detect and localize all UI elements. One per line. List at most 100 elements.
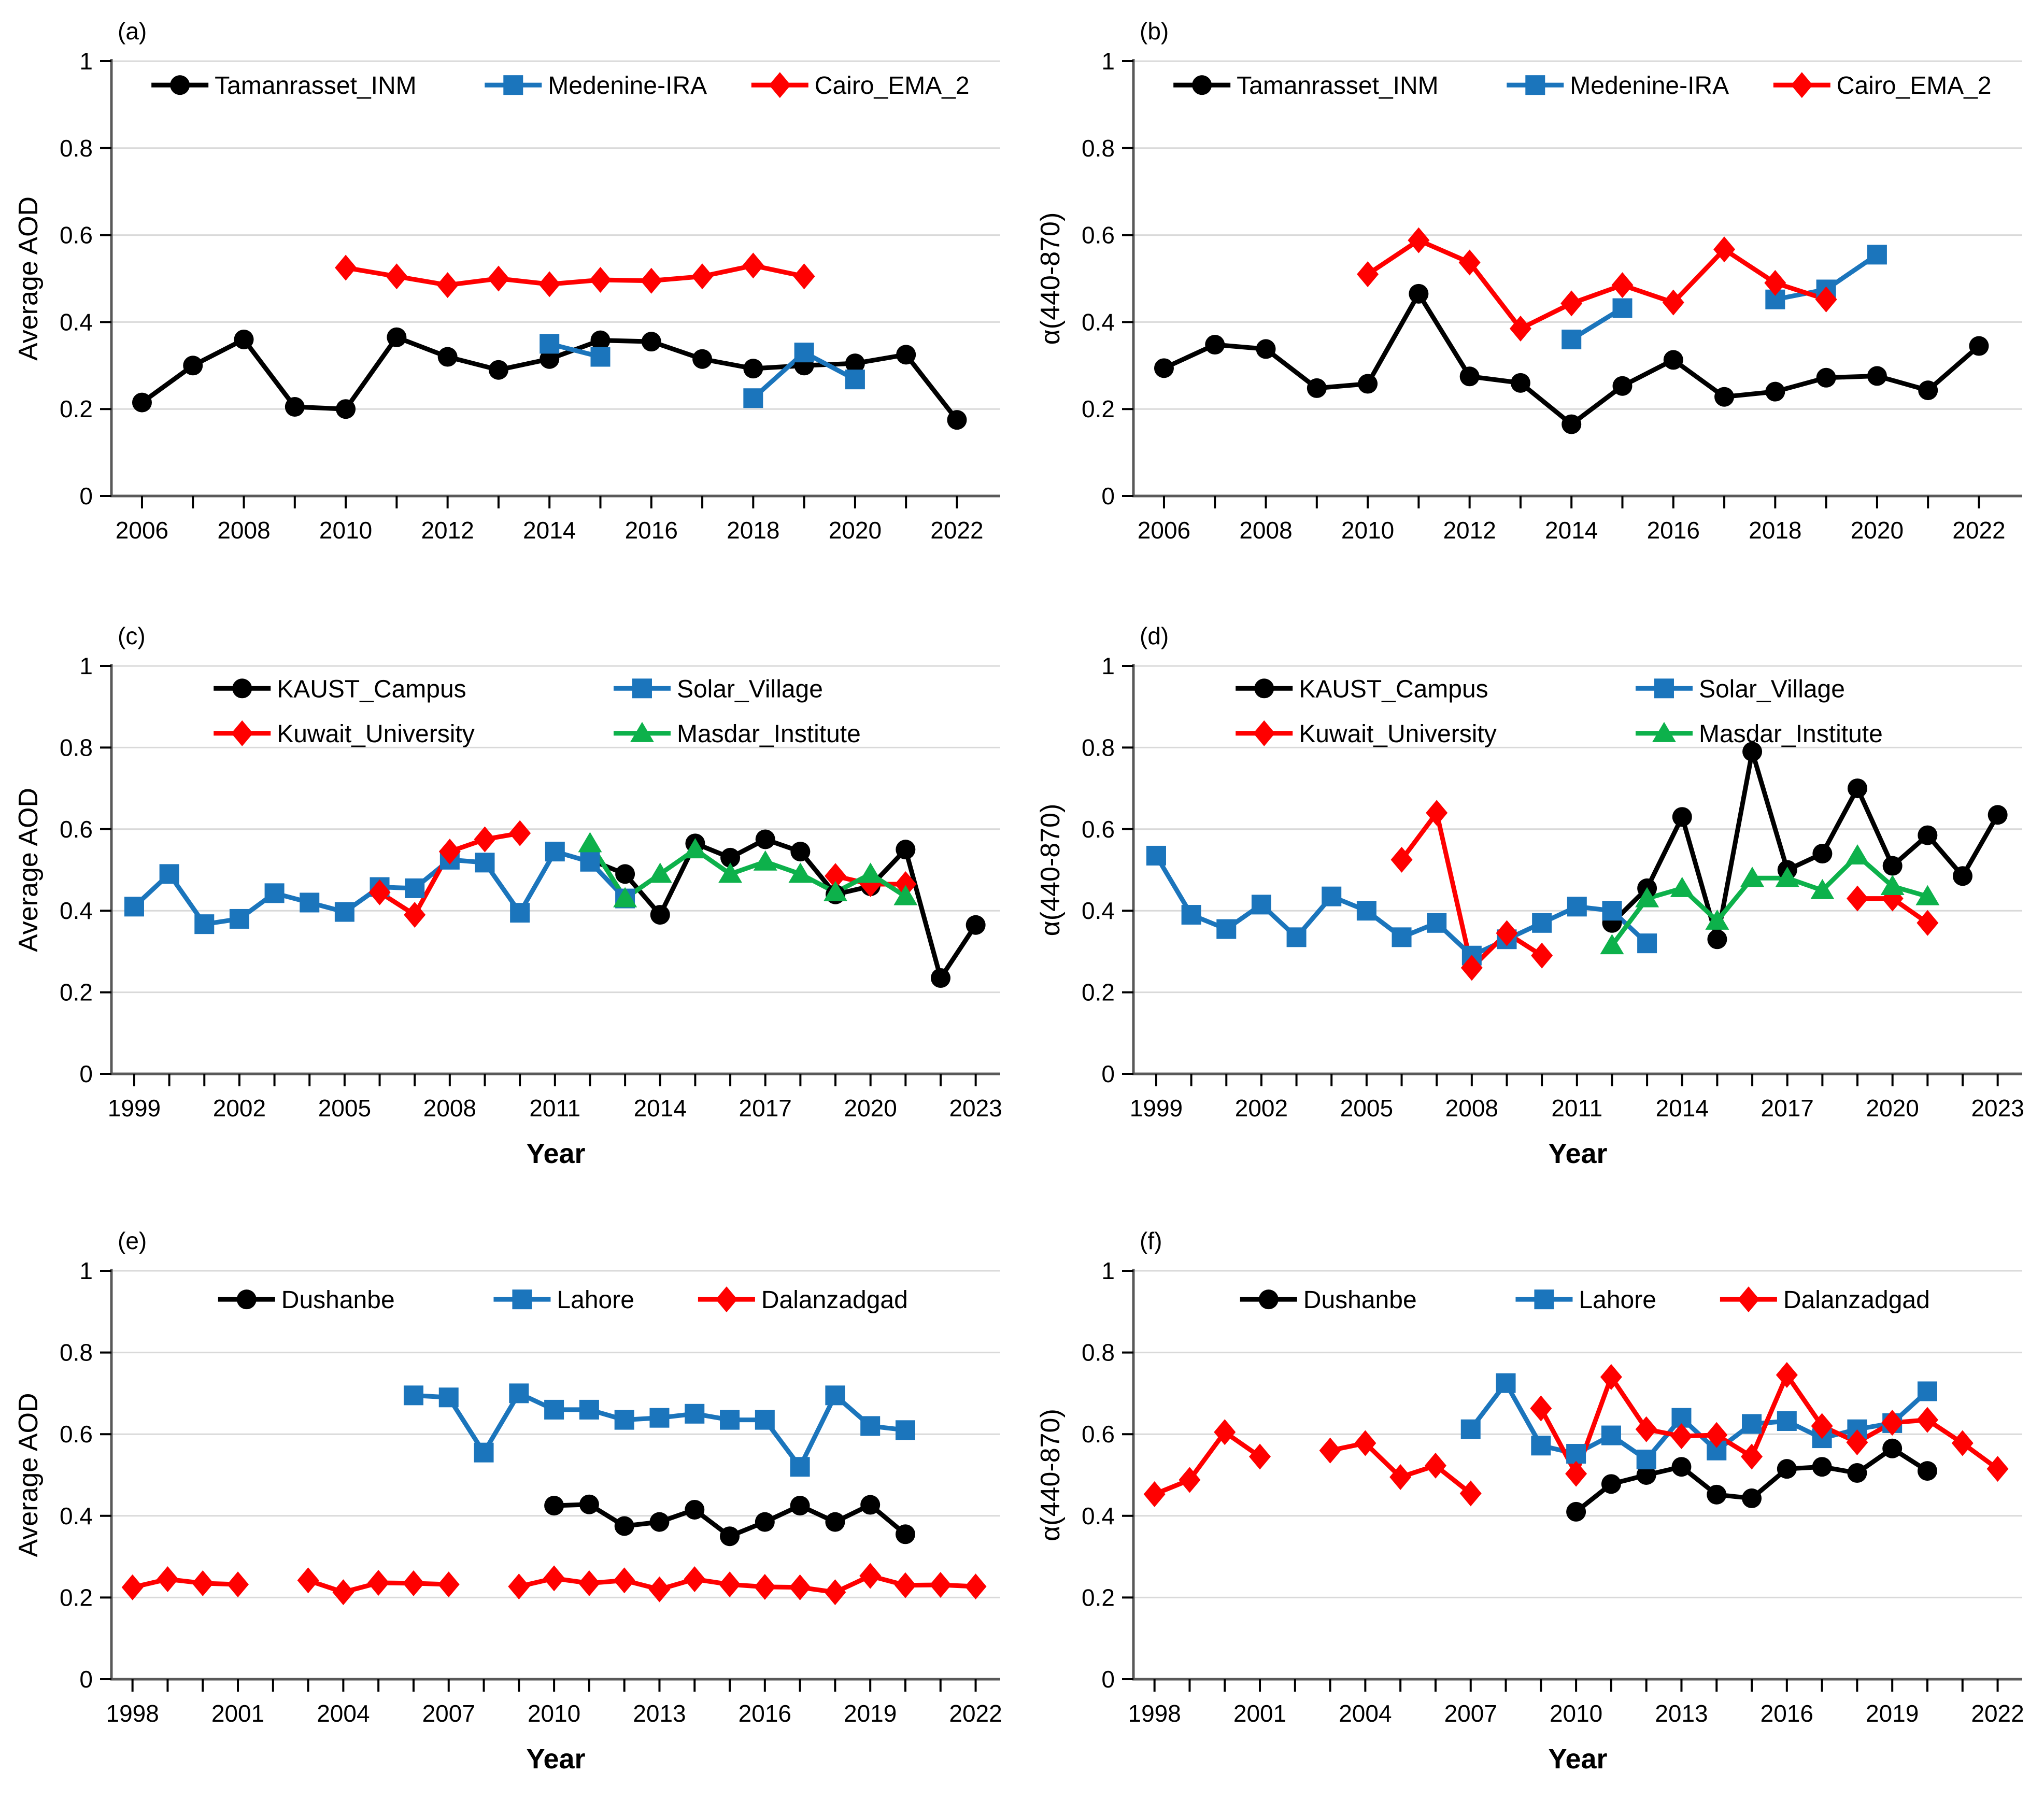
x-tick-label: 2010: [1341, 517, 1394, 544]
series-KAUST_Campus-point: [790, 842, 811, 862]
y-axis-title: Average AOD: [13, 788, 44, 952]
series-Solar_Village-point: [159, 864, 179, 884]
x-axis-title: Year: [526, 1138, 585, 1169]
series-Tamanrasset_INM-point: [1612, 376, 1633, 396]
series-Tamanrasset_INM-point: [1969, 336, 1989, 356]
legend-marker-Solar_Village: [632, 678, 652, 699]
legend-marker-KAUST_Campus: [232, 678, 252, 699]
series-Dalanzadgad-point: [1706, 1422, 1728, 1448]
legend-label: Dushanbe: [281, 1286, 395, 1314]
x-axis-title: Year: [1548, 1138, 1607, 1169]
series-Cairo_EMA_2-point: [589, 267, 612, 293]
x-tick-label: 2020: [1866, 1095, 1919, 1122]
panel-d-angstrom: 0 0.2 0.4 0.6 0.8 1 1999 2002 2005 2008 2011 2014 20…: [1022, 605, 2044, 1210]
y-tick-label: 0.8: [1082, 1339, 1115, 1366]
series-Tamanrasset_INM-point: [1867, 366, 1887, 386]
x-tick-label: 1998: [1128, 1700, 1181, 1727]
panel-tag: (a): [118, 18, 147, 45]
x-tick-label: 2016: [625, 517, 678, 544]
series-Tamanrasset_INM-point: [1256, 339, 1276, 359]
series-Kuwait_University-point: [825, 863, 847, 889]
x-tick-label: 2006: [1138, 517, 1190, 544]
series-Kuwait_University-point: [474, 826, 496, 853]
x-tick-label: 1999: [108, 1095, 161, 1122]
y-tick-label: 0.8: [60, 734, 93, 761]
series-Dalanzadgad-point: [297, 1567, 319, 1594]
legend-marker-Lahore: [512, 1289, 532, 1310]
series-Lahore-point: [895, 1420, 915, 1440]
legend-marker-Tamanrasset_INM: [170, 75, 190, 95]
panel-c-average-aod: 0 0.2 0.4 0.6 0.8 1 1999 2002 2005 2008 2011 2014 20…: [0, 605, 1022, 1210]
y-tick-label: 0.2: [1082, 1584, 1115, 1611]
x-tick-label: 2008: [217, 517, 270, 544]
series-Dalanzadgad-point: [754, 1573, 776, 1600]
x-tick-label: 2004: [1339, 1700, 1392, 1727]
series-Lahore-point: [403, 1385, 423, 1406]
series-Solar_Village-point: [124, 897, 144, 917]
series-Tamanrasset_INM-point: [1459, 366, 1480, 387]
series-Cairo_EMA_2-point: [793, 263, 815, 290]
series-Masdar_Institute-point: [648, 862, 672, 883]
series-Cairo_EMA_2-point: [1560, 290, 1583, 317]
series-Dalanzadgad-point: [1600, 1364, 1622, 1390]
series-Masdar_Institute-point: [578, 832, 602, 853]
series-Dalanzadgad-point: [1354, 1430, 1376, 1456]
series-Cairo_EMA_2-line: [343, 263, 807, 288]
series-Lahore-point: [1566, 1444, 1586, 1464]
x-tick-label: 2022: [949, 1700, 1002, 1727]
series-Dalanzadgad-point: [1565, 1460, 1587, 1487]
series-Cairo_EMA_2-point: [436, 272, 459, 299]
series-Lahore-point: [579, 1399, 599, 1420]
y-tick-label: 0: [1101, 1666, 1115, 1693]
series-Tamanrasset_INM-point: [947, 410, 967, 430]
legend-marker-Dushanbe: [236, 1289, 257, 1310]
series-Dalanzadgad-point: [1670, 1423, 1693, 1450]
x-axis-title: Year: [1548, 1743, 1607, 1775]
series-Dushanbe-point: [614, 1516, 634, 1536]
series-Cairo_EMA_2-point: [1662, 289, 1684, 316]
series-KAUST_Campus-point: [1742, 742, 1763, 762]
legend-marker-Cairo_EMA_2: [1791, 72, 1813, 98]
series-Masdar_Institute-point: [1600, 934, 1624, 955]
x-tick-label: 1999: [1130, 1095, 1183, 1122]
series-Tamanrasset_INM-point: [1510, 373, 1530, 393]
series-Dalanzadgad-point: [684, 1566, 706, 1592]
legend-label: Masdar_Institute: [677, 720, 861, 748]
series-Tamanrasset_INM-point: [1409, 283, 1429, 304]
series-Dalanzadgad-point: [543, 1565, 565, 1592]
series-Kuwait_University-point: [1496, 920, 1518, 946]
x-tick-label: 2022: [1952, 517, 2005, 544]
series-Masdar_Institute-point: [1705, 909, 1729, 930]
series-Masdar_Institute-point: [1880, 874, 1905, 895]
y-tick-label: 1: [1101, 653, 1115, 679]
series-Dalanzadgad-point: [1249, 1443, 1271, 1470]
series-Cairo_EMA_2-point: [640, 267, 662, 294]
legend-marker-Masdar_Institute: [1652, 721, 1676, 742]
series-Tamanrasset_INM-point: [183, 356, 203, 376]
y-tick-label: 0: [79, 1060, 93, 1087]
series-Dalanzadgad-point: [1319, 1437, 1341, 1464]
series-Solar_Village-point: [510, 903, 530, 923]
series-Dalanzadgad-point: [1986, 1456, 2009, 1482]
series-Masdar_Institute-point: [1635, 887, 1659, 908]
legend-marker-Kuwait_University: [1253, 720, 1275, 746]
legend-marker-Solar_Village: [1654, 678, 1674, 699]
series-Cairo_EMA_2-point: [335, 254, 357, 281]
series-Dalanzadgad-point: [1846, 1429, 1868, 1455]
x-tick-label: 2012: [421, 517, 474, 544]
x-tick-label: 2007: [1444, 1700, 1497, 1727]
y-tick-label: 0.6: [60, 222, 93, 249]
series-Cairo_EMA_2-point: [487, 265, 509, 292]
legend-label: Dushanbe: [1303, 1286, 1417, 1314]
y-tick-label: 0.2: [1082, 979, 1115, 1006]
series-Tamanrasset_INM-point: [641, 332, 661, 352]
x-tick-label: 2022: [1971, 1700, 2024, 1727]
series-Dushanbe-point: [1671, 1457, 1692, 1477]
series-Cairo_EMA_2-point: [1509, 315, 1531, 342]
series-Kuwait_University-point: [1847, 885, 1869, 912]
series-Dushanbe-point: [825, 1512, 845, 1532]
legend-label: Kuwait_University: [277, 720, 474, 748]
series-Dalanzadgad-point: [1214, 1419, 1236, 1445]
series-Solar_Village-point: [1322, 886, 1342, 906]
